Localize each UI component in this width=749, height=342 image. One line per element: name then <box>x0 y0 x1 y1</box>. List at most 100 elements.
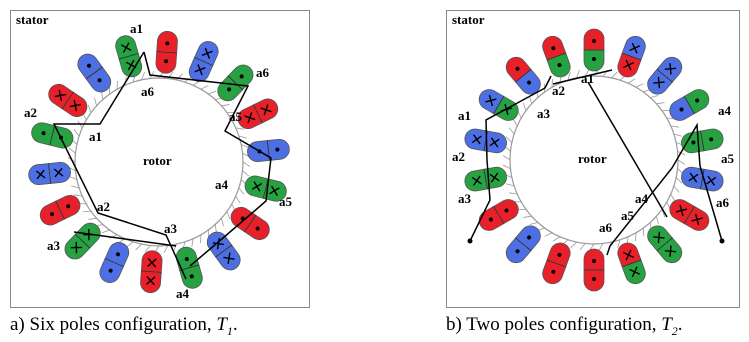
coil-label: a4 <box>718 103 732 118</box>
hatch-line <box>670 125 679 128</box>
coil-label: a6 <box>141 84 155 99</box>
panel-six-poles: stator rotor a1 a6 a6 a5 a2 a1 a5 a4 a2 … <box>10 10 310 308</box>
coil-label: a1 <box>89 129 102 144</box>
hatch-line <box>502 155 511 161</box>
hatch-line <box>627 78 636 84</box>
coil-labels: a1 a6 a6 a5 a2 a1 a5 a4 a2 a3 a3 a4 <box>24 21 293 301</box>
hatch-line <box>673 133 682 137</box>
winding-path-left <box>469 75 552 242</box>
stator-slot <box>617 242 646 285</box>
hatch-line <box>208 90 217 95</box>
hatch-line <box>598 243 604 252</box>
caption-a-var: T <box>216 314 227 335</box>
stator-slot <box>669 199 710 231</box>
hatch-line <box>656 102 665 105</box>
stator-slot <box>48 83 88 118</box>
hatch-line <box>88 217 97 220</box>
stator-slot <box>188 41 219 82</box>
hatch-line <box>675 177 683 184</box>
hatch-line <box>576 70 580 78</box>
stator-slot <box>39 195 81 226</box>
hatch-line <box>570 241 577 249</box>
coil-label: a4 <box>635 191 649 206</box>
coil-label: a4 <box>176 286 190 301</box>
stator-slots <box>464 28 724 292</box>
stator-slot <box>64 222 101 260</box>
coil-label: a2 <box>24 105 37 120</box>
coil-label: a2 <box>452 149 465 164</box>
hatch-line <box>673 185 680 193</box>
hatch-line <box>69 176 77 180</box>
rotor-circle <box>509 75 679 245</box>
hatch-line <box>73 129 80 137</box>
hatch-line <box>552 236 561 242</box>
stator-label: stator <box>452 12 485 27</box>
caption-b-sub: 2 <box>671 323 678 338</box>
hatch-line <box>242 161 251 167</box>
coil-labels: a2 a1 a1 a3 a4 a2 a5 a3 a6 a4 a5 a6 <box>452 71 735 235</box>
hatch-line <box>677 159 686 165</box>
caption-a: a) Six poles configuration, T1. <box>10 314 238 339</box>
hatch-line <box>214 224 217 233</box>
hatch-line <box>584 68 590 77</box>
hatch-line <box>544 232 553 237</box>
coil-label: a3 <box>164 221 178 236</box>
stator-slot <box>77 53 112 93</box>
coil-label: a5 <box>279 194 293 209</box>
rotor-label: rotor <box>143 153 172 168</box>
caption-b-var: T <box>661 314 672 335</box>
stator-slot <box>28 162 71 185</box>
winding-wires <box>467 69 725 256</box>
hatch-line <box>163 245 169 254</box>
hatch-line <box>241 144 249 148</box>
coil-label: a3 <box>458 191 472 206</box>
terminal-dot <box>719 238 725 244</box>
winding-path-a3 <box>73 231 177 247</box>
rotor-circle <box>74 77 244 247</box>
stator-slots <box>28 30 290 294</box>
hatch-line <box>579 243 586 251</box>
hatch-line <box>650 95 659 98</box>
winding-path-return <box>552 69 613 85</box>
hatch-line <box>529 222 538 225</box>
stator-slot <box>583 248 605 292</box>
winding-path-a6 <box>143 51 272 267</box>
coil-label: a5 <box>229 109 243 124</box>
hatch-line <box>238 135 247 139</box>
stator-slot <box>647 225 683 264</box>
coil-label: a3 <box>47 238 61 253</box>
stator-slot <box>237 98 279 129</box>
hatch-line <box>509 192 518 195</box>
hatch-line <box>242 170 250 177</box>
hatch-line <box>68 147 76 154</box>
hatch-line <box>567 72 571 81</box>
caption-b: b) Two poles configuration, T2. <box>446 314 683 339</box>
hatch-line <box>656 216 659 225</box>
caption-b-text: b) Two poles configuration, <box>446 314 662 335</box>
hatch-line <box>235 195 241 204</box>
coil-label: a6 <box>599 220 613 235</box>
coil-label: a6 <box>256 65 270 80</box>
hatch-line <box>87 104 92 113</box>
hatch-line <box>505 136 513 143</box>
panel-two-poles: stator rotor a2 a1 a1 a3 a4 a2 a5 a3 a6 … <box>446 10 740 308</box>
winding-path-right <box>606 122 723 256</box>
coil-label: a6 <box>716 195 730 210</box>
hatch-line <box>226 211 231 220</box>
caption-a-end: . <box>232 314 238 335</box>
hatch-line <box>512 118 518 127</box>
hatch-line <box>101 229 110 234</box>
stator-slot <box>206 231 241 271</box>
stator-slot <box>99 242 130 283</box>
coil-label: a1 <box>458 108 471 123</box>
hatch-line <box>126 241 134 248</box>
hatch-line <box>74 194 83 197</box>
caption-a-sub: 1 <box>226 323 233 338</box>
hatch-line <box>94 97 97 106</box>
stator-slot <box>669 89 710 121</box>
hatch-line <box>506 183 515 187</box>
hatch-line <box>141 72 145 80</box>
hatch-line <box>635 83 644 88</box>
caption-b-end: . <box>677 314 683 335</box>
